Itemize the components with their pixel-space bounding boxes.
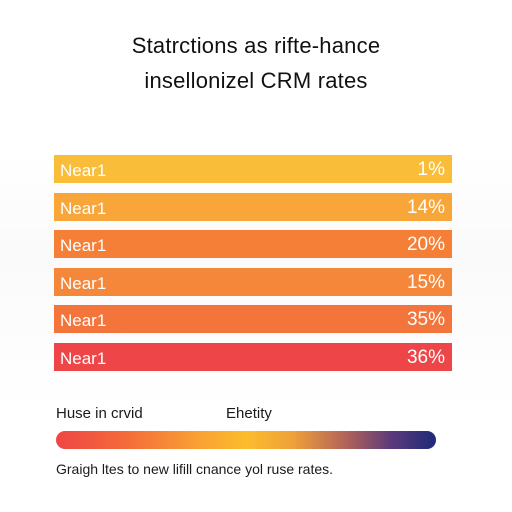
bar: Near1 15% [54,267,452,296]
legend-gradient-bar [56,431,436,449]
chart-note: Graigh ltes to new lifill cnance yol rus… [56,461,334,477]
bar: Near1 20% [54,230,452,258]
bar-value-label: 35% [406,309,445,330]
bar-category-label: Near1 [60,236,107,255]
bar-category-label: Near1 [60,198,107,218]
bar-category-label: Near1 [60,161,107,180]
bar: Near1 14% [54,192,452,221]
bar-value-label: 14% [406,196,445,218]
bar-value-label: 36% [406,346,445,368]
bar-value-label: 15% [406,271,445,293]
bar: Near1 1% [54,155,452,183]
chart-subtitle: insellonizel CRM rates [144,68,368,93]
bar-category-label: Near1 [60,348,107,368]
chart-title: Statrctions as rifte-hance [131,33,381,58]
bar-category-label: Near1 [60,311,107,330]
bar-value-label: 20% [406,234,445,255]
bar-category-label: Near1 [60,273,107,293]
legend-right-label: Ehetity [226,405,272,422]
bar-list: Near1 1% Near1 14% Near1 20% Near1 15% Near1 35% N… [54,155,452,380]
bar: Near1 35% [54,305,452,333]
legend-left-label: Huse in crvid [56,405,143,422]
bar: Near1 36% [54,342,452,371]
bar-value-label: 1% [417,159,445,180]
